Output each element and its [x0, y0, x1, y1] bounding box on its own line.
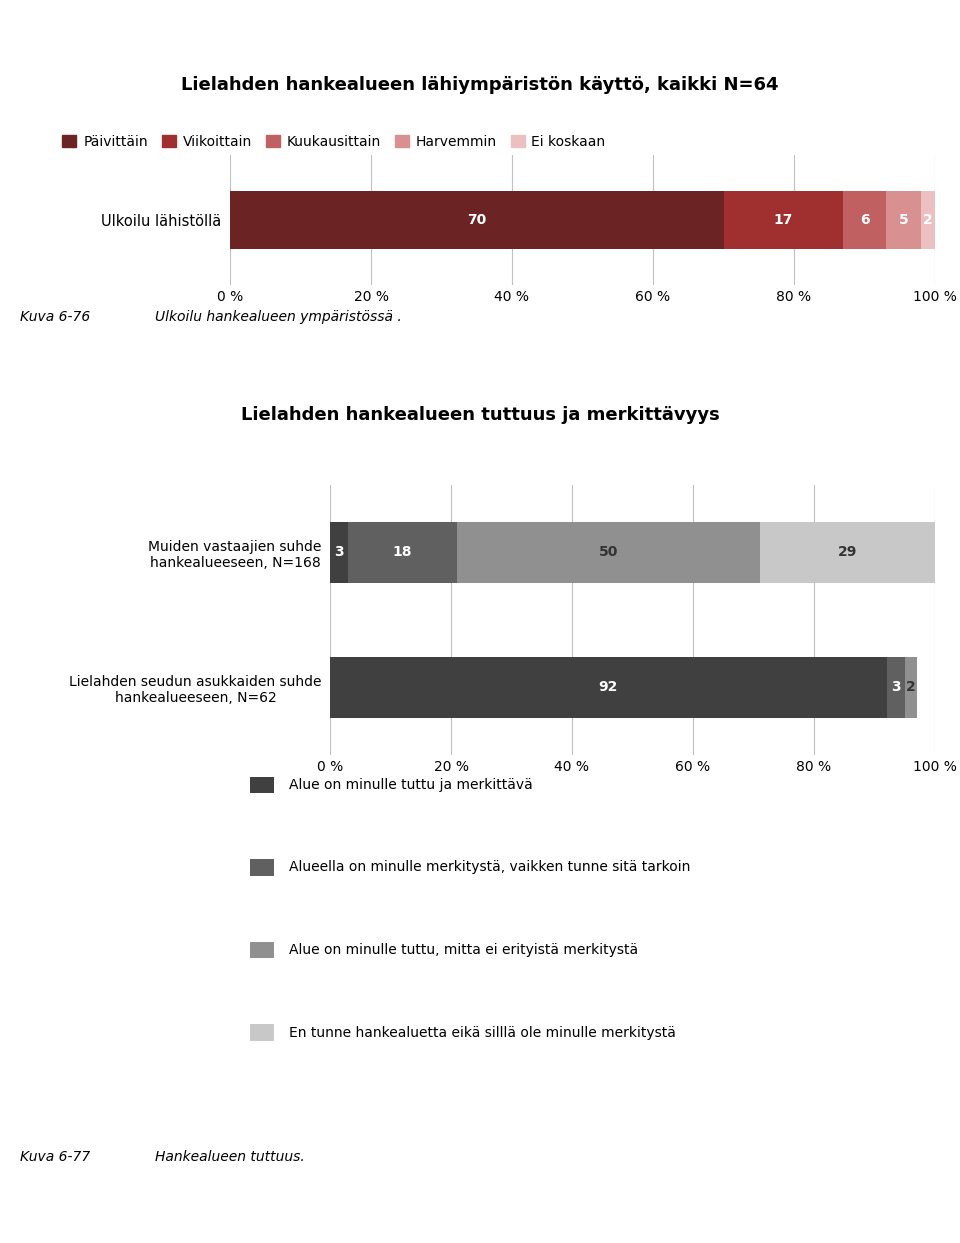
Text: 18: 18	[393, 546, 413, 559]
Text: Lielahden hankealueen lähiympäristön käyttö, kaikki N=64: Lielahden hankealueen lähiympäristön käy…	[181, 76, 779, 94]
Text: Ulkoilu hankealueen ympäristössä .: Ulkoilu hankealueen ympäristössä .	[155, 310, 401, 324]
Text: Alue on minulle tuttu ja merkittävä: Alue on minulle tuttu ja merkittävä	[289, 778, 533, 792]
Text: 5: 5	[899, 213, 908, 227]
Bar	[904, 658, 917, 718]
Legend: Päivittäin, Viikoittain, Kuukausittain, Harvemmin, Ei koskaan: Päivittäin, Viikoittain, Kuukausittain, …	[57, 129, 612, 154]
Text: 3: 3	[334, 546, 344, 559]
Text: 3: 3	[891, 680, 900, 695]
Text: 6: 6	[860, 213, 870, 227]
Text: 70: 70	[468, 213, 487, 227]
Text: Kuva 6-76: Kuva 6-76	[20, 310, 90, 324]
Bar	[886, 190, 921, 250]
Bar	[759, 522, 935, 583]
Bar	[330, 522, 348, 583]
Text: 92: 92	[599, 680, 618, 695]
Text: 2: 2	[906, 680, 916, 695]
Text: 50: 50	[599, 546, 618, 559]
Text: Kuva 6-77: Kuva 6-77	[20, 1150, 90, 1163]
Bar	[348, 522, 457, 583]
Bar	[887, 658, 904, 718]
Bar	[330, 658, 887, 718]
Text: Lielahden hankealueen tuttuus ja merkittävyys: Lielahden hankealueen tuttuus ja merkitt…	[241, 406, 719, 424]
Text: Hankealueen tuttuus.: Hankealueen tuttuus.	[155, 1150, 304, 1163]
Bar	[843, 190, 886, 250]
Text: 17: 17	[774, 213, 793, 227]
Bar	[724, 190, 843, 250]
Bar	[457, 522, 759, 583]
Text: En tunne hankealuetta eikä silllä ole minulle merkitystä: En tunne hankealuetta eikä silllä ole mi…	[289, 1025, 676, 1039]
Text: 2: 2	[924, 213, 933, 227]
Text: Alue on minulle tuttu, mitta ei erityistä merkitystä: Alue on minulle tuttu, mitta ei erityist…	[289, 943, 638, 957]
Bar	[921, 190, 935, 250]
Text: Alueella on minulle merkitystä, vaikken tunne sitä tarkoin: Alueella on minulle merkitystä, vaikken …	[289, 860, 690, 875]
Text: 29: 29	[837, 546, 857, 559]
Bar	[230, 190, 724, 250]
